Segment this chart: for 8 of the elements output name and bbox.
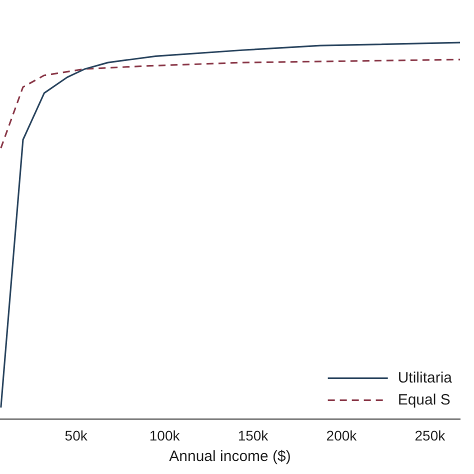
- x-tick-label: 200k: [326, 427, 358, 444]
- x-tick-label: 250k: [414, 427, 446, 444]
- x-tick-label: 150k: [238, 427, 270, 444]
- x-tick-label: 50k: [64, 427, 88, 444]
- legend-label: Utilitaria: [398, 369, 453, 386]
- legend-label: Equal S: [398, 391, 450, 408]
- x-tick-label: 100k: [149, 427, 181, 444]
- x-axis-title: Annual income ($): [169, 448, 291, 466]
